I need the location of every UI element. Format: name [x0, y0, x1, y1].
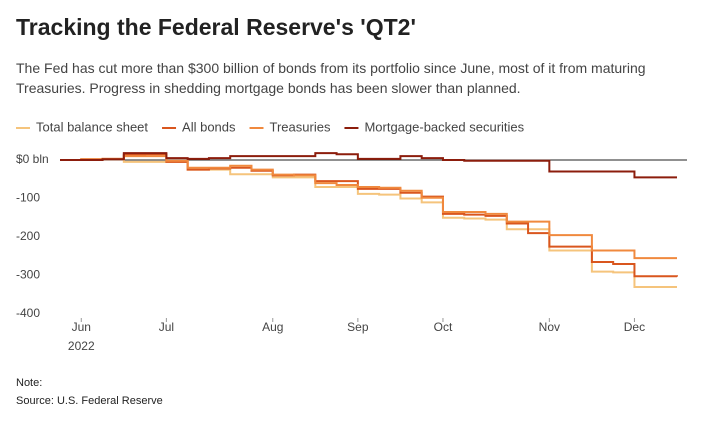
y-tick-label: -400: [16, 306, 40, 320]
legend-label: Total balance sheet: [36, 119, 148, 134]
legend-label: All bonds: [182, 119, 236, 134]
x-tick-label: Nov: [539, 320, 560, 334]
chart-subtitle: The Fed has cut more than $300 billion o…: [16, 60, 646, 96]
x-tick-label: Aug: [262, 320, 283, 334]
y-tick-label: -100: [16, 191, 40, 205]
x-tick-label: Sep: [347, 320, 369, 334]
y-tick-label: $0 bln: [16, 152, 49, 166]
legend-label: Mortgage-backed securities: [364, 119, 524, 134]
note: Note:: [16, 377, 43, 389]
series-line: [60, 152, 677, 179]
series-line: [60, 153, 678, 278]
chart: Total balance sheet All bonds Treasuries Mo…: [16, 119, 687, 353]
x-tick-label: Jun: [72, 320, 91, 334]
source: Source: U.S. Federal Reserve: [16, 395, 163, 407]
y-tick-label: -200: [16, 229, 40, 243]
x-tick-label: Jul: [159, 320, 174, 334]
chart-title: Tracking the Federal Reserve's 'QT2': [16, 14, 416, 40]
x-tick-label: Oct: [434, 320, 453, 334]
series-line: [60, 158, 677, 289]
y-tick-label: -300: [16, 268, 40, 282]
legend-label: Treasuries: [270, 119, 331, 134]
x-tick-label: Dec: [624, 320, 645, 334]
x-sublabel: 2022: [68, 339, 95, 353]
